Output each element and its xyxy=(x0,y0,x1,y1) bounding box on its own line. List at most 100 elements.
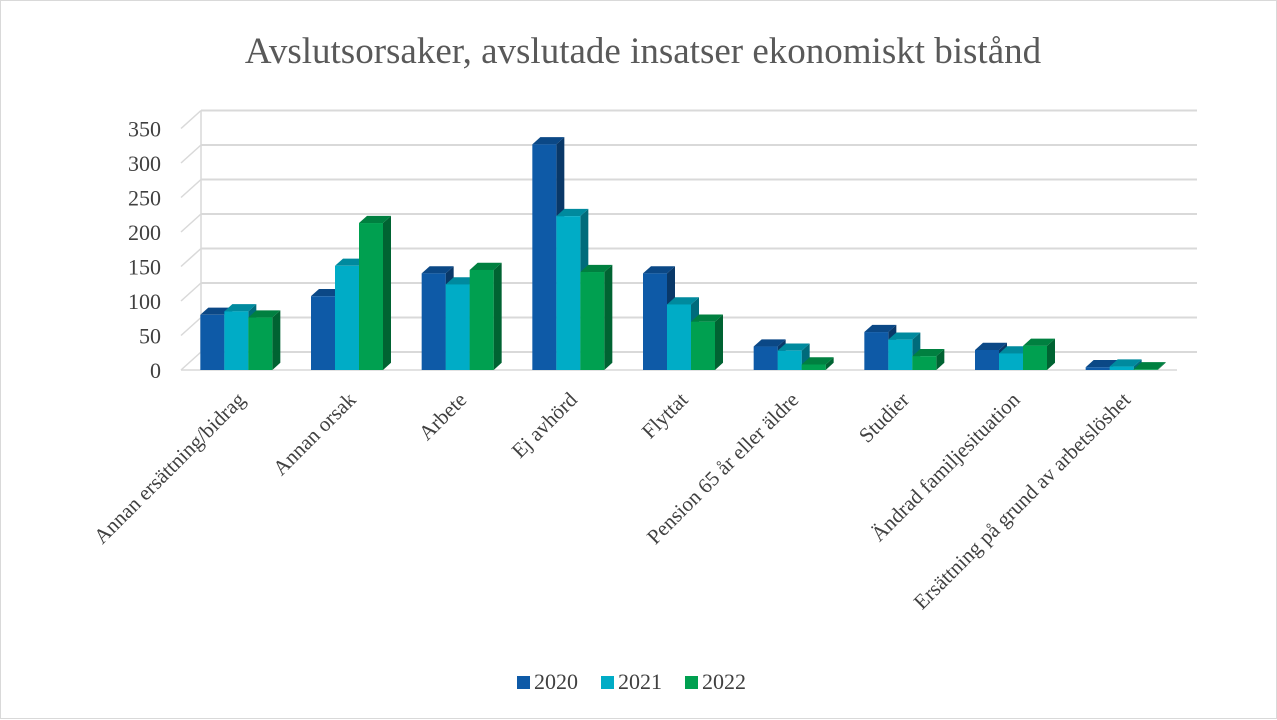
bar-front xyxy=(556,216,581,370)
bar-front xyxy=(1109,366,1134,370)
gridline-side xyxy=(180,316,202,337)
bar-front xyxy=(1085,367,1110,370)
bar-side xyxy=(1157,362,1166,370)
bar-front xyxy=(445,284,470,370)
bar-side xyxy=(825,357,834,370)
bar-top xyxy=(1109,359,1142,367)
gridline-side xyxy=(180,178,202,199)
gridline-side xyxy=(180,213,202,233)
bar-side xyxy=(936,349,945,370)
bar-front xyxy=(975,349,999,370)
bar-front xyxy=(999,353,1023,370)
bar-top xyxy=(643,266,675,274)
x-tick-label: Annan orsak xyxy=(268,387,361,480)
bar-front xyxy=(1023,345,1047,370)
chart-title: Avslutsorsaker, avslutade insatser ekono… xyxy=(245,31,1042,72)
bar-top xyxy=(532,137,565,145)
legend-item: 2021 xyxy=(601,669,662,694)
bar-front xyxy=(1133,369,1158,370)
bar-top xyxy=(556,208,589,217)
bars xyxy=(200,137,1166,370)
legend-label: 2020 xyxy=(534,669,578,694)
bar-side xyxy=(272,310,281,370)
bar-side xyxy=(604,264,613,370)
bar-top xyxy=(469,262,502,270)
legend-label: 2022 xyxy=(702,669,746,694)
bar-top xyxy=(667,297,699,305)
bar xyxy=(1109,359,1142,370)
x-tick-label: Ersättning på grund av arbetslöshet xyxy=(909,387,1136,614)
bar xyxy=(469,262,502,370)
bar-top xyxy=(801,357,834,365)
bar xyxy=(1023,338,1055,370)
legend-item: 2020 xyxy=(517,669,578,694)
bar-top xyxy=(1023,338,1055,346)
bar-front xyxy=(469,269,494,370)
bar-top xyxy=(224,304,257,312)
legend-swatch xyxy=(685,676,698,689)
bar-front xyxy=(753,346,778,370)
bar-front xyxy=(311,296,335,370)
bar-front xyxy=(421,273,446,370)
bar-front xyxy=(801,364,826,370)
y-tick-label: 200 xyxy=(128,220,161,245)
y-tick-label: 250 xyxy=(128,186,161,211)
bar-side xyxy=(383,215,391,370)
bar xyxy=(691,314,723,370)
x-tick-label: Arbete xyxy=(414,388,471,445)
bar-top xyxy=(359,215,391,224)
legend-label: 2021 xyxy=(618,669,662,694)
y-tick-label: 100 xyxy=(128,289,161,314)
bar-front xyxy=(200,314,225,370)
bar-front xyxy=(864,332,889,370)
bar xyxy=(801,357,834,370)
x-tick-label: Annan ersättning/bidrag xyxy=(89,387,250,548)
x-tick-label: Ej avhörd xyxy=(507,387,582,462)
gridline-side xyxy=(180,351,202,371)
y-axis-ticks: 0 50 100 150 200 250 300 350 xyxy=(128,117,161,384)
bar-top xyxy=(777,343,810,351)
bar-side xyxy=(1133,359,1142,370)
bar-top xyxy=(1085,360,1118,368)
bar-front xyxy=(667,304,691,370)
bar xyxy=(556,208,589,370)
bar-front xyxy=(643,273,667,370)
y-tick-label: 150 xyxy=(128,255,161,280)
bar-top xyxy=(888,332,921,340)
x-axis-categories: Annan ersättning/bidrag Annan orsak Arbete… xyxy=(89,387,1135,614)
y-tick-label: 350 xyxy=(128,117,161,142)
bar-front xyxy=(532,144,557,370)
bar-side xyxy=(715,314,723,370)
bar-front xyxy=(912,356,937,370)
y-tick-label: 0 xyxy=(150,358,161,383)
bar-front xyxy=(580,272,605,370)
bar-top xyxy=(1133,362,1166,370)
legend-swatch xyxy=(601,676,614,689)
legend: 2020 2021 2022 xyxy=(517,669,746,694)
gridline-side xyxy=(180,282,202,302)
gridline-side xyxy=(180,247,202,268)
bar xyxy=(912,349,945,370)
bar-front xyxy=(359,223,383,370)
bar-top xyxy=(248,310,281,318)
x-tick-label: Flyttat xyxy=(637,387,693,443)
bar xyxy=(359,215,391,370)
gridline-side xyxy=(180,144,202,164)
bar-front xyxy=(691,321,715,370)
gridline-side xyxy=(180,109,202,130)
bar-front xyxy=(335,265,359,370)
bar xyxy=(580,264,613,370)
bar-top xyxy=(975,342,1007,350)
bar-top xyxy=(912,349,945,357)
bar-front xyxy=(777,350,802,370)
bar-top xyxy=(691,314,723,322)
bar-front xyxy=(888,339,913,370)
bar-side xyxy=(493,262,502,370)
legend-item: 2022 xyxy=(685,669,746,694)
bar-front xyxy=(224,311,249,370)
y-tick-label: 300 xyxy=(128,151,161,176)
bar-front xyxy=(248,317,273,370)
legend-swatch xyxy=(517,676,530,689)
bar xyxy=(888,332,921,370)
